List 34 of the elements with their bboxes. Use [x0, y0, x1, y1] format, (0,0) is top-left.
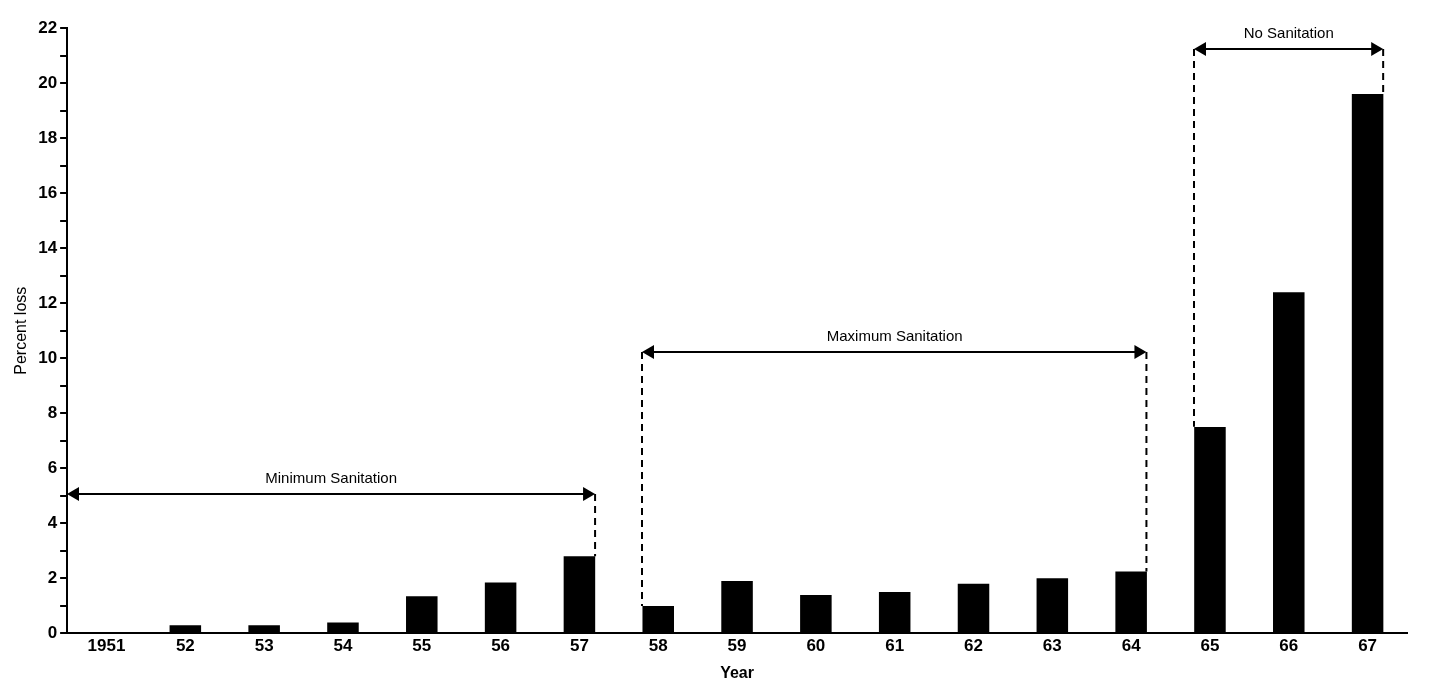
annotation: Maximum Sanitation	[826, 326, 963, 344]
annotation: Minimum Sanitation	[265, 468, 398, 486]
y-tick-label: 8	[47, 402, 58, 422]
y-tick-label: 20	[38, 72, 58, 92]
x-tick-label: 54	[333, 636, 353, 656]
x-tick-label: 58	[648, 636, 668, 656]
y-tick-label: 14	[38, 237, 58, 257]
y-tick-label: 2	[47, 568, 58, 588]
x-tick-label: 59	[727, 636, 747, 656]
y-tick-label: 12	[38, 292, 58, 312]
x-tick-label: 57	[569, 636, 589, 656]
y-tick-label: 16	[38, 182, 58, 202]
x-tick-label: 65	[1200, 636, 1220, 656]
x-tick-label: 52	[175, 636, 195, 656]
x-tick-label: 67	[1358, 636, 1378, 656]
y-tick-label: 6	[47, 457, 58, 477]
x-tick-label: 56	[491, 636, 511, 656]
y-tick-label: 4	[47, 513, 58, 533]
y-tick-label: 22	[38, 17, 58, 37]
y-tick-label: 18	[38, 127, 58, 147]
x-tick-label: 1951	[87, 636, 126, 656]
x-tick-label: 63	[1042, 636, 1062, 656]
y-tick-label: 10	[38, 347, 58, 367]
x-tick-label: 62	[964, 636, 983, 656]
y-tick-label: 0	[47, 623, 58, 643]
x-tick-label: 66	[1279, 636, 1299, 656]
x-tick-label: 55	[412, 636, 432, 656]
x-axis-title: Year	[720, 663, 754, 681]
annotation: No Sanitation	[1243, 23, 1334, 41]
x-tick-label: 60	[806, 636, 826, 656]
x-tick-label: 53	[254, 636, 274, 656]
x-tick-label: 61	[885, 636, 905, 656]
x-tick-label: 64	[1121, 636, 1142, 656]
y-axis-title: Percent loss	[12, 286, 30, 375]
